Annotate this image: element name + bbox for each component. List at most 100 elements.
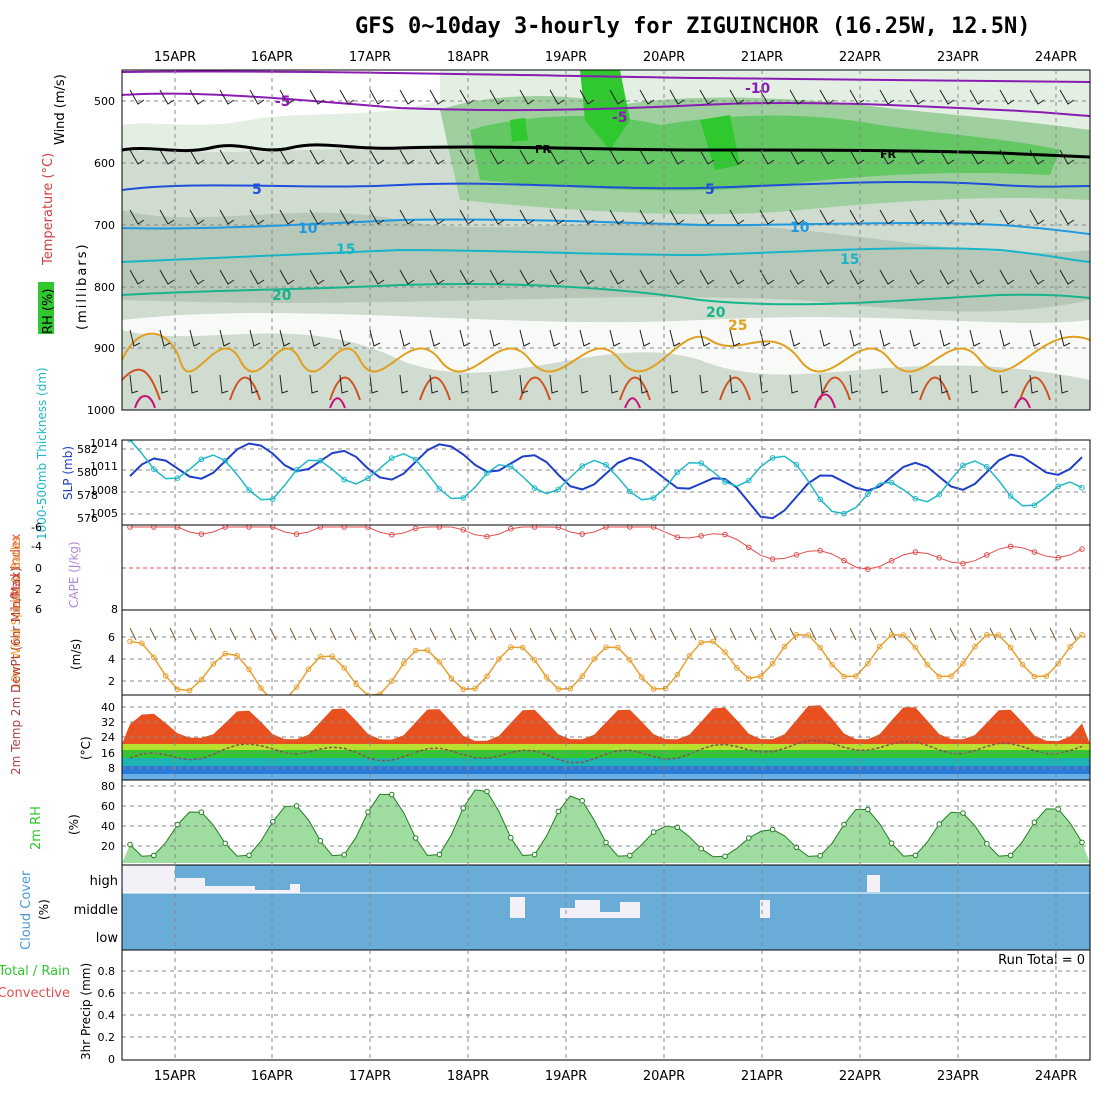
rh2m-point (460, 805, 467, 811)
temp2m-area (122, 705, 1090, 744)
wind10m-point (412, 647, 419, 654)
upper-ylabels: Wind (m/s) Temperature (°C) RH (%) (mill… (38, 74, 90, 334)
thickness-point-group (127, 440, 1085, 517)
lifted-index-point (460, 527, 467, 533)
bottom-date-label: 23APR (937, 1069, 979, 1084)
wind10m-point (960, 660, 966, 667)
thickness-tick-label: 578 (77, 489, 98, 502)
y-axis-label-cloud: Cloud Cover (19, 870, 34, 950)
thickness-point (698, 460, 705, 466)
wind10m-point (888, 631, 895, 638)
rh2m-point (817, 852, 824, 859)
rh-legend-swatch (38, 282, 54, 334)
bottom-date-label: 22APR (839, 1069, 881, 1084)
rh2m-point (389, 791, 395, 798)
thickness-point (650, 495, 657, 501)
rh2m-point (579, 797, 586, 804)
wind10m-point (222, 650, 228, 657)
lifted-index-point (888, 557, 895, 564)
contour-label: 15 (336, 242, 355, 258)
wind10m-point (900, 632, 907, 638)
lifted-index-point (198, 531, 205, 537)
rh2m-point (746, 835, 752, 841)
wind10m-point (746, 675, 752, 682)
thickness-point (484, 470, 490, 476)
thickness-point (341, 476, 348, 483)
rh2m-point (1031, 819, 1038, 826)
precip-panel: Run Total = 0 0.8 0.6 0.4 0.2 0 Total / … (0, 949, 1091, 1066)
wind10m-point (436, 659, 443, 665)
wind10m-point-group (127, 631, 1085, 704)
panel-border (121, 69, 1091, 411)
wind10m-point (448, 675, 455, 682)
bottom-date-label: 18APR (447, 1069, 489, 1084)
thickness-point (151, 466, 157, 472)
wind10m-point (508, 644, 514, 651)
y-axis-label-lifted-index: Lifted Index (9, 533, 24, 610)
wind10m-point (329, 653, 336, 660)
wind10m-point (210, 661, 217, 667)
temperature-contours (122, 70, 1090, 409)
lifted-index-point (1079, 546, 1085, 552)
wind10m-point (139, 640, 145, 647)
wind10m-point (591, 656, 597, 662)
contour-label: -5 (612, 110, 628, 126)
top-date-label: 24APR (1035, 50, 1077, 65)
wind10m-point (674, 671, 681, 678)
wind10m-point (793, 631, 800, 638)
wind10m-panel: 6 4 2 10m Wind Speed & Barbs (m/s) (9, 536, 1091, 704)
lifted-index-point (984, 552, 990, 558)
wind10m-point (162, 673, 169, 679)
y-tick-label: 500 (94, 95, 115, 108)
wind10m-point (984, 631, 990, 638)
slp-tick-label: 1011 (90, 460, 118, 473)
temp-band (122, 744, 1090, 750)
lifted-index-point (793, 552, 800, 558)
lifted-index-point (246, 525, 252, 530)
rh2m-point (484, 788, 490, 795)
lifted-index-point (1055, 554, 1061, 561)
wind10m-point (293, 684, 300, 691)
y-tick-label: 40 (101, 701, 115, 714)
y-tick-label: 800 (94, 281, 115, 294)
y-axis-label-convective: Convective (0, 986, 70, 1001)
lifted-index-point (579, 531, 586, 537)
rh2m-point (1055, 806, 1061, 812)
top-date-label: 17APR (349, 50, 391, 65)
rh2m-point (246, 852, 252, 859)
lifted-index-point (865, 566, 871, 573)
y-tick-label: 24 (101, 731, 115, 744)
wind10m-point (271, 699, 276, 704)
thickness-point (222, 457, 228, 464)
thickness-point (270, 496, 276, 502)
lifted-index-point (508, 525, 514, 532)
rh2m-point (341, 852, 348, 858)
lifted-index-point (698, 533, 705, 539)
thickness-point (793, 461, 800, 468)
rh2m-point (412, 835, 419, 841)
wind10m-point (734, 665, 740, 671)
lifted-index-point (270, 525, 276, 530)
wind-barb-row (129, 149, 1075, 165)
thickness-point (555, 486, 562, 493)
slp-tick-label: 1008 (90, 484, 118, 497)
upper-yaxis: 500 600 700 800 900 1000 (87, 95, 115, 417)
thickness-point (865, 491, 871, 497)
thickness-point (127, 440, 133, 443)
wind10m-point (186, 687, 193, 694)
rh2m-panel: 80 60 40 20 2m RH (%) (29, 779, 1091, 866)
li-tick-label: 2 (35, 583, 42, 596)
bottom-date-axis: 15APR 16APR 17APR 18APR 19APR 20APR 21AP… (154, 1069, 1077, 1084)
contour-label: 25 (728, 318, 747, 334)
rh2m-point (722, 853, 728, 860)
thickness-point (246, 487, 252, 493)
thickness-point (579, 463, 586, 469)
lifted-index-point (936, 555, 943, 561)
y-tick-label: 2 (108, 675, 115, 688)
y-tick-label: 0.8 (98, 965, 116, 978)
rh2m-point (984, 840, 990, 847)
wind10m-point (579, 673, 586, 680)
y-axis-label-total-rain: Total / Rain (0, 964, 70, 979)
wind10m-point (567, 685, 574, 692)
rh2m-point (912, 852, 919, 859)
